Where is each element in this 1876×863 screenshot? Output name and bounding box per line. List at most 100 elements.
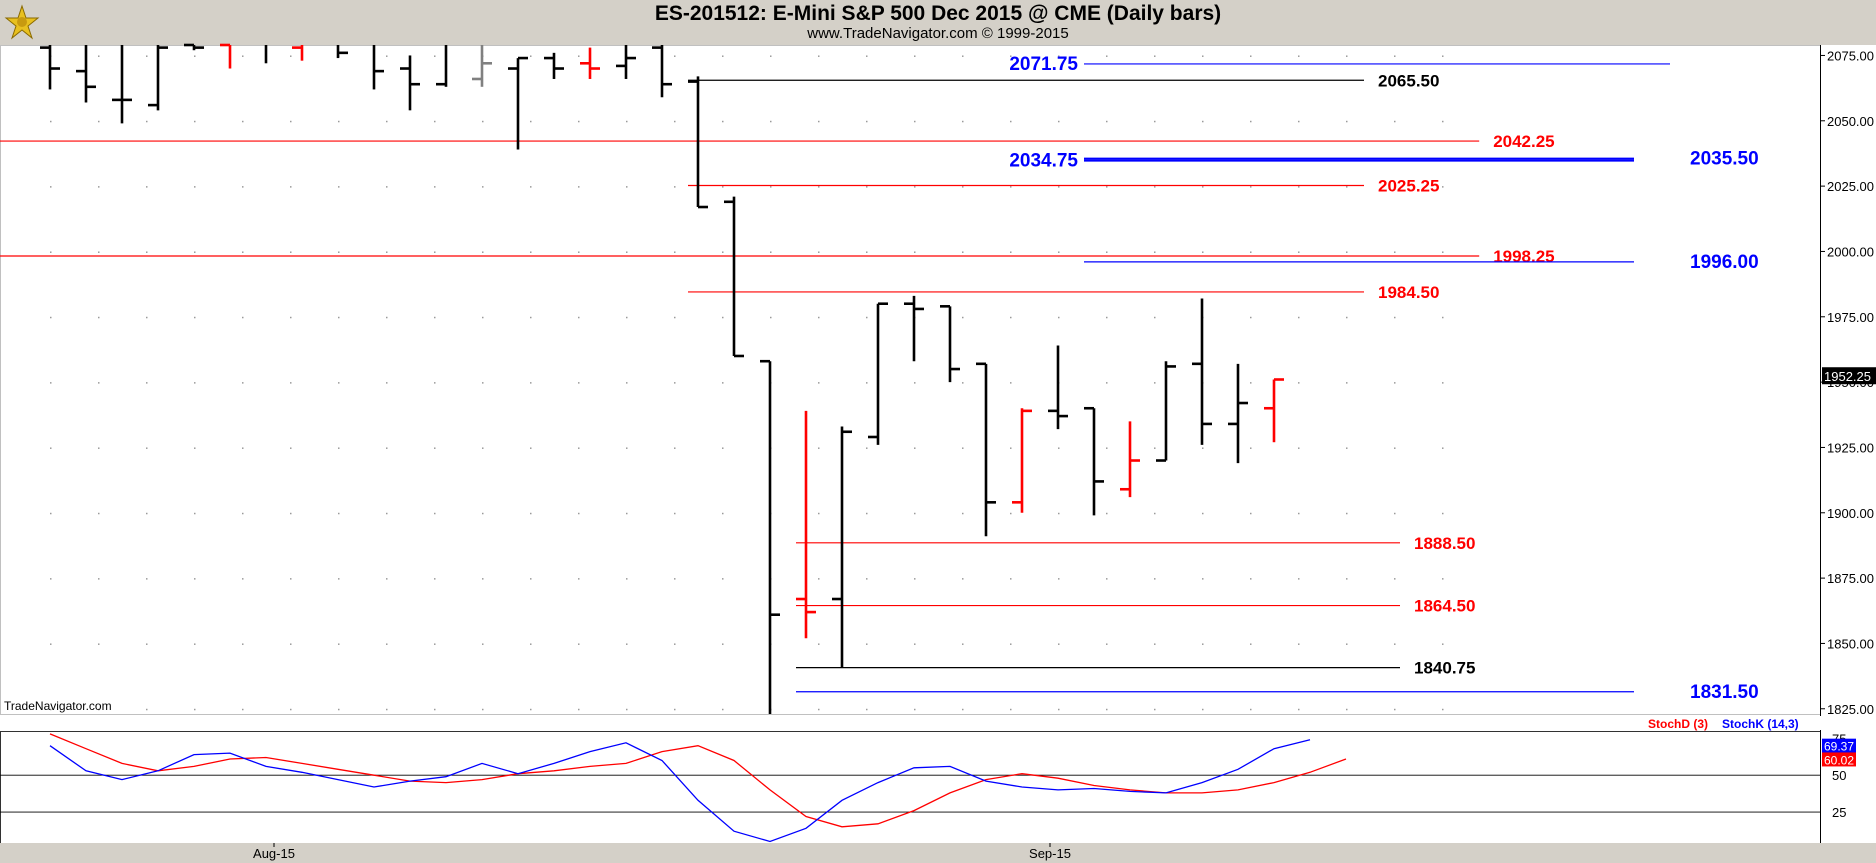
grid-dot [1058, 186, 1060, 188]
price-axis: 2075.002050.002025.002000.001975.001950.… [1820, 48, 1876, 717]
grid-dot [386, 251, 388, 253]
grid-dot [1010, 643, 1012, 645]
chart-background [0, 45, 1876, 863]
grid-dot [1346, 708, 1348, 711]
grid-dot [626, 382, 628, 384]
grid-dot [674, 316, 676, 319]
grid-dot [338, 643, 340, 645]
grid-dot [530, 708, 532, 711]
ohlc-bar [436, 45, 448, 87]
grid-dot [1394, 643, 1396, 645]
grid-dot [1250, 512, 1252, 515]
grid-dot [242, 120, 244, 123]
grid-dot [146, 186, 148, 188]
grid-dot [1346, 578, 1348, 580]
grid-dot [434, 708, 436, 711]
grid-dot [1442, 578, 1444, 580]
grid-dot [242, 186, 244, 188]
grid-dot [1442, 120, 1444, 123]
grid-dot [818, 251, 820, 253]
grid-dot [578, 382, 580, 384]
grid-dot [338, 578, 340, 580]
grid-dot [1202, 512, 1204, 515]
grid-dot [98, 251, 100, 253]
level-label: 2034.75 [1009, 151, 1078, 172]
grid-dot [1250, 447, 1252, 449]
stoch-legend-k: StochK (14,3) [1722, 717, 1799, 731]
grid-dot [578, 578, 580, 580]
grid-dot [674, 643, 676, 645]
grid-dot [1394, 251, 1396, 253]
ohlc-bar [688, 76, 708, 209]
grid-dot [1106, 55, 1108, 57]
grid-dot [1394, 578, 1396, 580]
grid-dot [482, 643, 484, 645]
stoch-tick-label: 25 [1832, 805, 1846, 820]
grid-dot [98, 120, 100, 123]
grid-dot [722, 578, 724, 580]
grid-dot [290, 643, 292, 645]
ohlc-bar [1012, 408, 1032, 513]
grid-dot [962, 578, 964, 580]
grid-dot [50, 708, 52, 711]
grid-dot [386, 447, 388, 449]
grid-dot [242, 708, 244, 711]
grid-dot [1154, 643, 1156, 645]
grid-dot [194, 578, 196, 580]
grid-dot [434, 382, 436, 384]
grid-dot [1346, 120, 1348, 123]
grid-dot [1154, 55, 1156, 57]
grid-dot [386, 316, 388, 319]
level-label: 1998.25 [1493, 247, 1554, 266]
grid-dot [482, 512, 484, 515]
grid-dot [434, 120, 436, 123]
grid-dot [914, 251, 916, 253]
grid-dot [242, 447, 244, 449]
grid-dot [482, 447, 484, 449]
grid-dot [1250, 186, 1252, 188]
grid-dot [1106, 382, 1108, 384]
grid-dot [50, 382, 52, 384]
grid-dot [1010, 512, 1012, 515]
grid-dot [434, 643, 436, 645]
grid-dot [50, 120, 52, 123]
watermark-text: TradeNavigator.com [4, 699, 112, 713]
grid-dot [98, 643, 100, 645]
grid-dot [962, 186, 964, 188]
level-label: 1831.50 [1690, 682, 1759, 703]
ohlc-bar [1156, 361, 1176, 462]
ohlc-bar [1264, 378, 1284, 443]
ohlc-bar [940, 305, 960, 383]
grid-dot [1298, 643, 1300, 645]
grid-dot [386, 708, 388, 711]
grid-dot [1010, 708, 1012, 711]
grid-dot [1154, 512, 1156, 515]
grid-dot [1106, 708, 1108, 711]
grid-dot [1106, 643, 1108, 645]
grid-dot [1106, 316, 1108, 319]
grid-dot [818, 447, 820, 449]
grid-dot [434, 447, 436, 449]
grid-dot [1298, 708, 1300, 711]
grid-dot [290, 316, 292, 319]
grid-dot [1058, 447, 1060, 449]
trade-navigator-logo-icon [4, 4, 40, 45]
grid-dot [482, 316, 484, 319]
level-label: 1864.50 [1414, 597, 1475, 616]
grid-dot [962, 55, 964, 57]
grid-dot [434, 316, 436, 319]
grid-dot [1442, 512, 1444, 515]
grid-dot [146, 447, 148, 449]
grid-dot [962, 447, 964, 449]
grid-dot [242, 643, 244, 645]
grid-dot [386, 55, 388, 57]
grid-dot [674, 578, 676, 580]
grid-dot [194, 251, 196, 253]
grid-dot [1202, 251, 1204, 253]
stoch-tick-label: 50 [1832, 768, 1846, 783]
grid-dot [1346, 316, 1348, 319]
ohlc-bar [292, 45, 304, 61]
ohlc-bar [400, 55, 420, 111]
grid-dot [290, 251, 292, 253]
